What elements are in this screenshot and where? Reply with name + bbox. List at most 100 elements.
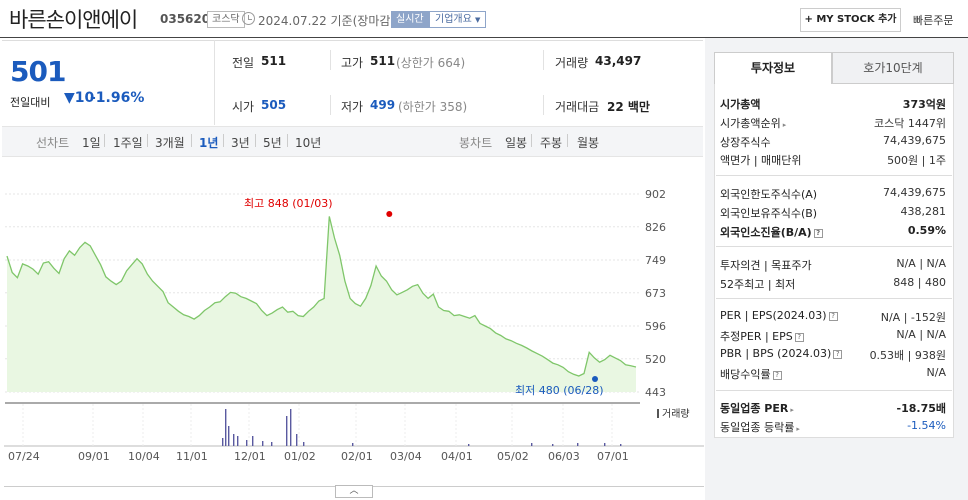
volume-bar [620,444,622,446]
foreign-ratio-label: 외국인소진율(B/A)? [720,224,823,240]
dropdown-arrow-icon: ▼ [475,16,481,24]
foreign-holding-label: 외국인보유주식수(B) [720,207,818,220]
per-label: PER | EPS(2024.03)? [720,309,838,322]
divider [104,134,105,147]
candle-chart-label: 봉차트 [459,136,493,150]
week52-label: 52주최고 | 최저 [720,278,796,291]
per-value: N/A | -152원 [880,311,946,324]
foreign-holding-value: 438,281 [900,205,947,218]
arrow-right-icon: ▸ [782,121,787,129]
help-icon[interactable]: ? [828,311,838,321]
divider [716,390,952,391]
volume-bar [228,426,230,446]
market-cap-value: 373억원 [902,98,946,111]
help-icon[interactable]: ? [833,349,843,359]
volume-bar [225,409,227,446]
pbr-label: PBR | BPS (2024.03)? [720,347,843,360]
x-tick-label: 12/01 [234,450,266,463]
market-cap-rank-value: 코스닥 1447위 [874,117,946,130]
period-10y[interactable]: 10년 [295,136,322,150]
open-label: 시가 [232,100,255,114]
y-tick-label: 673 [645,287,666,300]
help-icon[interactable]: ? [813,228,823,238]
foreign-ratio-text: 외국인소진율(B/A) [720,226,812,239]
pbr-text: PBR | BPS (2024.03) [720,347,832,360]
candle-daily[interactable]: 일봉 [505,136,528,150]
company-info-dropdown[interactable]: 기업개요 ▼ [429,11,487,28]
arrow-right-icon: ▸ [796,425,800,433]
y-tick-label: 596 [645,320,666,333]
industry-rate-value: -1.54% [907,419,946,432]
pbr-value: 0.53배 | 938원 [869,349,946,362]
period-3y[interactable]: 3년 [231,136,250,150]
quick-order-link[interactable]: 빠른주문 [913,14,954,27]
week52-value: 848 | 480 [893,276,946,289]
dividend-value: N/A [926,366,946,379]
industry-per-value: -18.75배 [896,402,946,415]
low-label: 최저 480 (06/28) [515,384,604,397]
high-label: 최고 848 (01/03) [244,197,333,210]
tab-investment-info[interactable]: 투자정보 [714,52,832,84]
est-per-text: 추정PER | EPS [720,330,793,343]
stock-header [0,0,968,38]
stock-code: 035620 [160,12,211,26]
prev-close-value: 511 [261,54,287,68]
line-chart-label: 선차트 [36,136,70,150]
volume-bar [352,443,354,446]
high-label: 고가 [341,56,364,70]
help-icon[interactable]: ? [772,370,782,380]
volume-bar [262,441,264,446]
divider [223,134,224,147]
listed-shares-value: 74,439,675 [883,134,946,147]
est-per-value: N/A | N/A [896,328,946,341]
clock-icon [242,12,255,25]
divider [716,298,952,299]
volume-bar [222,438,224,446]
dividend-label: 배당수익률? [720,366,782,382]
volume-bar [290,409,292,446]
x-tick-label: 11/01 [176,450,208,463]
opinion-value: N/A | N/A [896,257,946,270]
x-tick-label: 06/03 [548,450,580,463]
high-value: 511 [370,54,396,68]
period-1w[interactable]: 1주일 [113,136,143,150]
collapse-chart-button[interactable]: ︿ [335,485,373,498]
tab-order-book[interactable]: 호가10단계 [832,52,954,84]
price-chart[interactable]: 902 826 749 673 596 520 443 07/24 09/01 10/04 11/… [0,170,704,470]
volume-bar [303,442,305,446]
face-value-value: 500원 | 1주 [887,154,946,167]
trade-amount-value: 22 백만 [607,100,650,114]
divider [287,134,288,147]
period-3m[interactable]: 3개월 [155,136,185,150]
divider [543,95,544,115]
volume-legend-icon [657,409,659,418]
change-percent: -1.96% [90,90,145,106]
arrow-right-icon: ▸ [790,406,794,414]
volume-bar [577,443,579,446]
foreign-limit-value: 74,439,675 [883,186,946,199]
face-value-label: 액면가 | 매매단위 [720,154,802,167]
my-stock-add-button[interactable]: + MY STOCK 추가 [800,8,901,32]
realtime-button[interactable]: 실시간 [391,11,429,28]
low-value: 499 [370,98,396,112]
market-cap-rank-label[interactable]: 시가총액순위 ▸ [720,115,786,131]
period-1d[interactable]: 1일 [82,136,101,150]
industry-rate-text: 동일업종 등락률 [720,421,795,434]
base-date: 2024.07.22 기준(장마감) [258,14,396,28]
y-tick-label: 902 [645,188,666,201]
foreign-ratio-value: 0.59% [907,224,946,237]
volume-bar [246,440,248,446]
foreign-limit-label: 외국인한도주식수(A) [720,188,818,201]
change-value: ▼10 [64,90,95,106]
candle-weekly[interactable]: 주봉 [540,136,563,150]
industry-rate-label[interactable]: 동일업종 등락률 ▸ [720,419,800,435]
high-marker [386,211,393,217]
help-icon[interactable]: ? [794,332,804,342]
industry-per-label[interactable]: 동일업종 PER ▸ [720,400,794,416]
period-1y[interactable]: 1년 [199,136,219,150]
y-tick-label: 826 [645,221,666,234]
y-tick-label: 749 [645,254,666,267]
opinion-label: 투자의견 | 목표주가 [720,259,812,272]
candle-monthly[interactable]: 월봉 [577,136,600,150]
period-5y[interactable]: 5년 [263,136,282,150]
